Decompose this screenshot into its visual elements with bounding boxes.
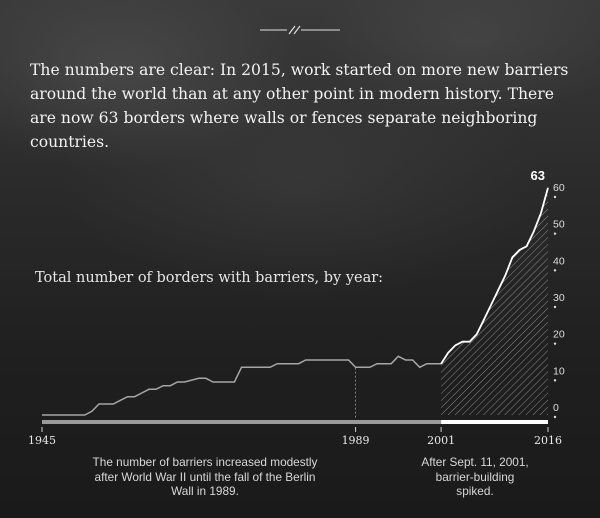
x-tick-label-1945: 1945 <box>28 434 56 447</box>
peak-value-label: 63 <box>531 168 545 183</box>
y-tick-0 <box>553 415 557 419</box>
y-tick-30 <box>553 305 557 309</box>
post-2001-hatched-area <box>441 187 548 415</box>
y-tick-label-10: 10 <box>553 365 565 377</box>
series-line-before-2001 <box>42 355 442 416</box>
x-tick-label-2001: 2001 <box>427 434 455 447</box>
y-tick-50 <box>553 232 557 235</box>
y-tick-label-40: 40 <box>553 255 565 267</box>
y-tick-60 <box>553 195 557 199</box>
x-tick-label-1989: 1989 <box>342 434 370 447</box>
series-line-after-2001 <box>440 187 549 365</box>
chart-title: Total number of borders with barriers, b… <box>35 270 384 286</box>
section-divider-ornament <box>260 25 340 35</box>
y-tick-10 <box>553 379 557 382</box>
y-tick-20 <box>553 342 557 345</box>
x-tick-label-2016: 2016 <box>534 434 562 447</box>
timeline-bar-before-2001 <box>42 420 442 424</box>
y-tick-label-60: 60 <box>553 182 565 194</box>
annotation-post-911: After Sept. 11, 2001, barrier-building s… <box>421 455 529 498</box>
y-tick-40 <box>553 269 557 272</box>
intro-paragraph: The numbers are clear: In 2015, work sta… <box>30 61 569 151</box>
y-tick-label-0: 0 <box>553 402 559 414</box>
y-tick-label-30: 30 <box>553 292 565 304</box>
annotation-postwar: The number of barriers increased modestl… <box>92 455 318 498</box>
y-tick-label-20: 20 <box>553 329 565 341</box>
timeline-bar-after-2001 <box>441 420 548 424</box>
y-tick-label-50: 50 <box>553 219 565 231</box>
